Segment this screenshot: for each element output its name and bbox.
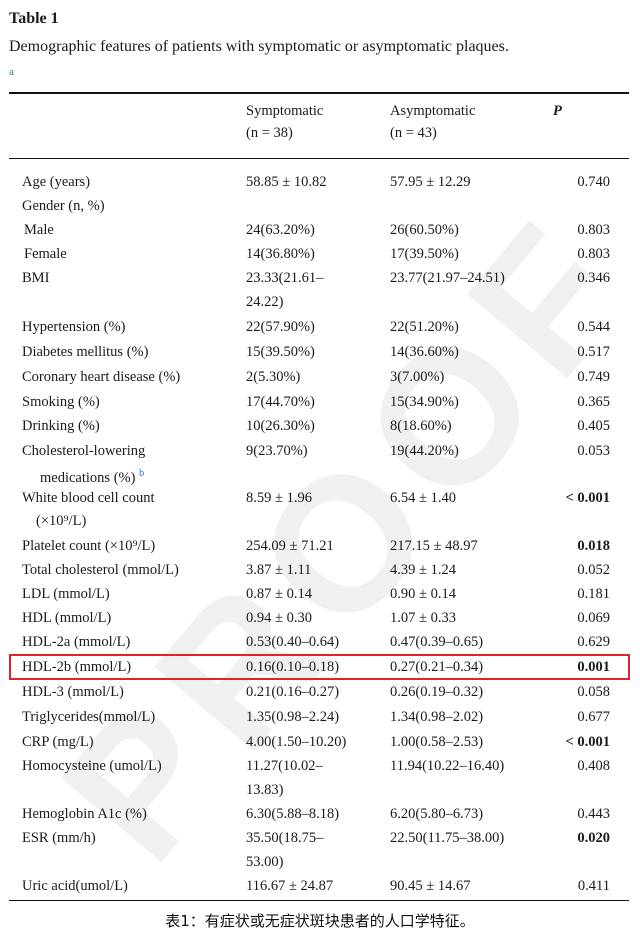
highlight-box xyxy=(9,654,630,680)
table-caption: Demographic features of patients with sy… xyxy=(9,38,509,55)
header-asymptomatic: Asymptomatic (n = 43) xyxy=(390,103,476,141)
table-label: Table 1 xyxy=(9,10,59,27)
header-p-value: P xyxy=(553,103,562,119)
chinese-caption: 表1：有症状或无症状斑块患者的人口学特征。 xyxy=(165,912,475,930)
footnote-marker-b[interactable]: b xyxy=(139,468,145,479)
caption-footnote-marker[interactable]: a xyxy=(9,66,14,78)
header-rule xyxy=(9,158,629,159)
top-rule xyxy=(9,92,629,94)
header-symptomatic: Symptomatic (n = 38) xyxy=(246,103,324,141)
bottom-rule xyxy=(9,900,629,902)
